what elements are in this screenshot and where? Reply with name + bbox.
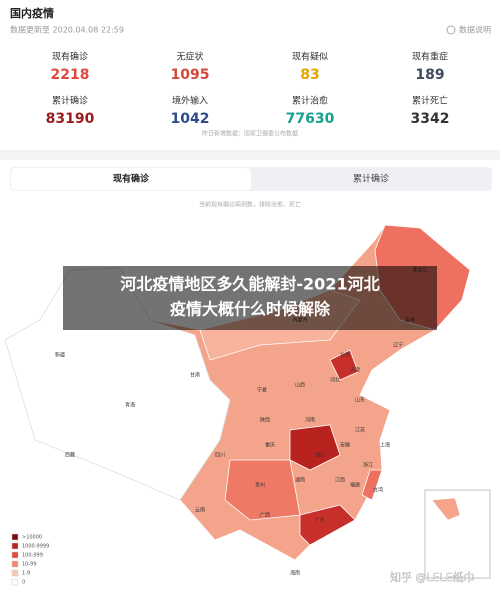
stat-value: 1095 bbox=[171, 67, 210, 83]
province-label: 辽宁 bbox=[393, 342, 403, 349]
province-label: 上海 bbox=[380, 442, 390, 449]
province-label: 湖南 bbox=[295, 477, 305, 484]
province-label: 台湾 bbox=[373, 487, 383, 494]
help-icon[interactable] bbox=[446, 25, 456, 35]
legend-label: 100-999 bbox=[22, 553, 43, 559]
province-label: 安徽 bbox=[340, 442, 350, 449]
map-region bbox=[329, 349, 359, 381]
title: 国内疫情 bbox=[10, 6, 54, 20]
overlay bbox=[63, 266, 437, 330]
province-label: 山西 bbox=[295, 382, 305, 389]
province-label: 陕西 bbox=[260, 417, 270, 424]
legend-swatch bbox=[11, 560, 19, 568]
stat-value: 189 bbox=[415, 67, 444, 83]
legend-swatch bbox=[11, 551, 19, 559]
province-label: 新疆 bbox=[55, 352, 65, 359]
legend-swatch bbox=[11, 533, 19, 541]
stat-value: 77630 bbox=[286, 111, 335, 127]
province-label: 四川 bbox=[215, 453, 225, 459]
legend: >10000 1000-9999 100-999 10-99 1-9 0 bbox=[11, 533, 49, 586]
province-label: 重庆 bbox=[265, 442, 275, 449]
map-region bbox=[224, 459, 301, 521]
update-time: 数据更新至 2020.04.08 22:59 bbox=[10, 25, 124, 35]
tab[interactable]: 现有确诊 bbox=[113, 173, 150, 185]
province-label: 海南 bbox=[290, 570, 300, 577]
stat-value: 3342 bbox=[411, 111, 450, 127]
legend-label: 1000-9999 bbox=[22, 544, 49, 550]
legend-label: 0 bbox=[22, 580, 25, 586]
stat-value: 1042 bbox=[171, 111, 210, 127]
overlay-title: 河北疫情地区多久能解封-2021河北 bbox=[120, 275, 379, 294]
stat-label: 累计确诊 bbox=[52, 95, 88, 107]
stat-label: 现有重症 bbox=[412, 51, 448, 63]
province-label: 青海 bbox=[125, 402, 135, 409]
province-label: 山东 bbox=[355, 397, 365, 404]
stat-value: 2218 bbox=[51, 67, 90, 83]
province-label: 福建 bbox=[350, 482, 360, 489]
note: 昨日新增数据：国家卫健委公布数据 bbox=[202, 130, 298, 138]
stat-label: 累计治愈 bbox=[292, 95, 328, 107]
province-label: 北京 bbox=[340, 352, 350, 359]
province-label: 江苏 bbox=[355, 427, 365, 434]
province-label: 河南 bbox=[305, 417, 315, 424]
stat-label: 境外输入 bbox=[172, 95, 208, 107]
province-label: 江西 bbox=[335, 477, 345, 484]
overlay-title: 疫情大概什么时候解除 bbox=[170, 300, 331, 319]
legend-label: >10000 bbox=[22, 535, 42, 541]
province-label: 广西 bbox=[260, 512, 270, 519]
legend-swatch bbox=[11, 569, 19, 577]
inset-land bbox=[431, 497, 461, 521]
legend-label: 10-99 bbox=[22, 562, 37, 568]
stat-value: 83190 bbox=[46, 111, 95, 127]
province-label: 宁夏 bbox=[257, 387, 267, 394]
stat-label: 无症状 bbox=[176, 51, 203, 63]
tab-active[interactable] bbox=[11, 168, 251, 190]
province-label: 河北 bbox=[330, 377, 340, 384]
legend-swatch bbox=[11, 578, 19, 586]
province-label: 贵州 bbox=[255, 482, 265, 489]
legend-label: 1-9 bbox=[22, 571, 30, 577]
province-label: 浙江 bbox=[363, 462, 373, 469]
province-label: 湖北 bbox=[315, 452, 325, 459]
map-region bbox=[361, 469, 383, 501]
province-label: 广东 bbox=[315, 517, 325, 524]
divider bbox=[0, 150, 500, 160]
tab[interactable]: 累计确诊 bbox=[353, 173, 389, 185]
province-label: 西藏 bbox=[65, 452, 75, 459]
map-region bbox=[299, 504, 356, 546]
province-label: 甘肃 bbox=[190, 372, 200, 379]
stat-label: 现有确诊 bbox=[52, 51, 88, 63]
province-label: 天津 bbox=[350, 367, 360, 374]
stat-label: 现有疑似 bbox=[292, 51, 328, 63]
stat-value: 83 bbox=[300, 67, 319, 83]
map-caption: 当前现有确诊病例数，排除治愈、死亡 bbox=[199, 201, 301, 209]
stat-label: 累计死亡 bbox=[412, 95, 448, 107]
map-region bbox=[289, 424, 341, 471]
watermark: 知乎 @LELE纸巾 bbox=[390, 570, 475, 584]
legend-swatch bbox=[11, 542, 19, 550]
province-label: 云南 bbox=[195, 507, 205, 514]
help-link[interactable]: 数据说明 bbox=[459, 25, 491, 35]
